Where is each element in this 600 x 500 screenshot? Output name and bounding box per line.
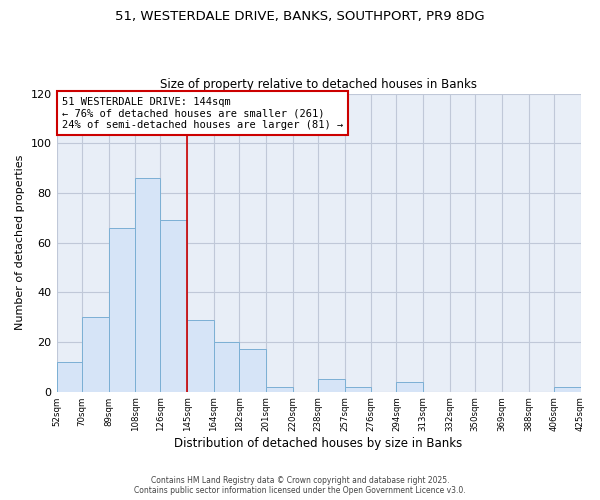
Bar <box>318 380 344 392</box>
Bar <box>554 386 581 392</box>
Text: Contains HM Land Registry data © Crown copyright and database right 2025.
Contai: Contains HM Land Registry data © Crown c… <box>134 476 466 495</box>
Bar <box>266 386 293 392</box>
Bar <box>82 317 109 392</box>
Bar <box>239 350 266 392</box>
Bar <box>109 228 135 392</box>
X-axis label: Distribution of detached houses by size in Banks: Distribution of detached houses by size … <box>175 437 463 450</box>
Text: 51, WESTERDALE DRIVE, BANKS, SOUTHPORT, PR9 8DG: 51, WESTERDALE DRIVE, BANKS, SOUTHPORT, … <box>115 10 485 23</box>
Bar <box>135 178 160 392</box>
Bar <box>187 320 214 392</box>
Bar <box>344 386 371 392</box>
Bar <box>160 220 187 392</box>
Title: Size of property relative to detached houses in Banks: Size of property relative to detached ho… <box>160 78 477 91</box>
Y-axis label: Number of detached properties: Number of detached properties <box>15 155 25 330</box>
Bar <box>56 362 82 392</box>
Text: 51 WESTERDALE DRIVE: 144sqm
← 76% of detached houses are smaller (261)
24% of se: 51 WESTERDALE DRIVE: 144sqm ← 76% of det… <box>62 96 343 130</box>
Bar <box>397 382 423 392</box>
Bar <box>214 342 239 392</box>
